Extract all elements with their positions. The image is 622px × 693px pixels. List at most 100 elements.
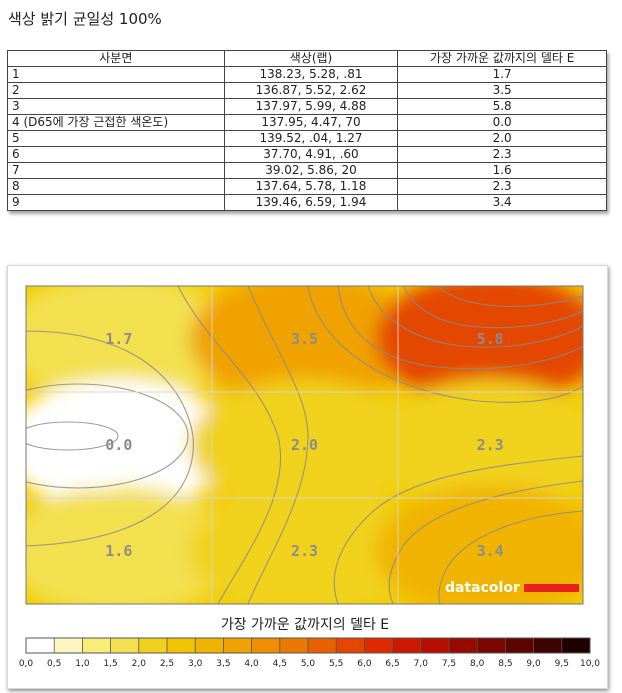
uniformity-figure: 1.7 3.5 5.8 0.0 2.0 2.3 1.6 2.3 3.4 datacolor 가장… (7, 265, 608, 689)
zone-cell: 5 (7, 130, 225, 147)
scale-tick-label: 3,5 (216, 659, 230, 669)
table-row: 2 136.87, 5.52, 2.62 3.5 (7, 82, 607, 99)
cell-value-label: 2.3 (477, 436, 504, 454)
table-row: 4 (D65에 가장 근접한 색온도) 137.95, 4.47, 70 0.0 (7, 114, 607, 131)
scale-tick-label: 2,0 (132, 659, 147, 669)
heatmap-cell (26, 286, 234, 405)
lab-cell: 138.23, 5.28, .81 (223, 66, 399, 83)
cell-value-label: 2.3 (291, 542, 318, 560)
table-row: 9 139.46, 6.59, 1.94 3.4 (7, 194, 607, 211)
scale-tick-label: 0,5 (47, 659, 61, 669)
scale-tick-label: 5,5 (329, 659, 343, 669)
lab-cell: 136.87, 5.52, 2.62 (223, 82, 399, 99)
page-title: 색상 밝기 균일성 100% (8, 10, 162, 28)
heatmap-cell (375, 485, 583, 604)
cell-value-label: 0.0 (105, 436, 132, 454)
cell-value-label: 3.5 (291, 330, 318, 348)
lab-cell: 139.52, .04, 1.27 (223, 130, 399, 147)
cell-value-label: 5.8 (477, 330, 504, 348)
table-row: 7 39.02, 5.86, 20 1.6 (7, 162, 607, 179)
delta-e-cell: 1.6 (397, 162, 607, 179)
heatmap-cell (26, 485, 234, 604)
scale-swatch (251, 638, 281, 653)
scale-swatch (449, 638, 478, 653)
scale-tick-label: 7,5 (442, 659, 456, 669)
scale-swatch (364, 638, 394, 653)
zone-cell: 4 (D65에 가장 근접한 색온도) (7, 114, 225, 131)
scale-tick-label: 1,0 (75, 659, 90, 669)
heatmap-cell (189, 379, 420, 511)
scale-swatch (420, 638, 450, 653)
scale-tick-label: 4,0 (244, 659, 259, 669)
heatmap-plot: 1.7 3.5 5.8 0.0 2.0 2.3 1.6 2.3 3.4 (26, 286, 583, 604)
heatmap-min-highlight (26, 400, 169, 490)
zone-cell: 9 (7, 194, 225, 211)
scale-swatch (533, 638, 563, 653)
scale-tick-label: 3,0 (188, 659, 203, 669)
heatmap-cell (375, 379, 583, 511)
scale-swatch (54, 638, 83, 653)
scale-swatch (223, 638, 253, 653)
scale-swatch (336, 638, 365, 653)
column-header-delta-e: 가장 가까운 값까지의 델타 E (397, 50, 607, 67)
zone-cell: 8 (7, 178, 225, 195)
cell-value-label: 3.4 (477, 542, 504, 560)
delta-e-cell: 5.8 (397, 98, 607, 115)
delta-e-cell: 2.3 (397, 146, 607, 163)
lab-cell: 139.46, 6.59, 1.94 (223, 194, 399, 211)
scale-tick-label: 6,5 (385, 659, 399, 669)
cell-labels: 1.7 3.5 5.8 0.0 2.0 2.3 1.6 2.3 3.4 (105, 330, 503, 560)
cell-value-label: 1.6 (105, 542, 132, 560)
scale-swatch (561, 638, 591, 653)
scale-tick-label: 9,5 (555, 659, 569, 669)
scale-tick-label: 8,5 (498, 659, 512, 669)
table-row: 3 137.97, 5.99, 4.88 5.8 (7, 98, 607, 115)
cell-value-label: 2.0 (291, 436, 318, 454)
table-header-row: 사분면 색상(랩) 가장 가까운 값까지의 델타 E (7, 50, 607, 67)
scale-swatch (138, 638, 168, 653)
column-header-zone: 사분면 (7, 50, 225, 67)
table-row: 1 138.23, 5.28, .81 1.7 (7, 66, 607, 83)
delta-e-cell: 3.5 (397, 82, 607, 99)
heatmap-cell (375, 286, 583, 405)
scale-swatch (82, 638, 112, 653)
scale-swatch (505, 638, 535, 653)
delta-e-cell: 0.0 (397, 114, 607, 131)
grid-lines (26, 286, 583, 604)
scale-tick-label: 9,0 (526, 659, 541, 669)
scale-swatch (279, 638, 309, 653)
delta-e-cell: 2.3 (397, 178, 607, 195)
heatmap-chart: 1.7 3.5 5.8 0.0 2.0 2.3 1.6 2.3 3.4 datacolor 가장… (19, 285, 600, 669)
scale-swatch (167, 638, 196, 653)
zone-cell: 2 (7, 82, 225, 99)
chart-title: 가장 가까운 값까지의 델타 E (221, 617, 389, 633)
zone-cell: 3 (7, 98, 225, 115)
column-header-lab: 색상(랩) (223, 50, 399, 67)
lab-cell: 137.95, 4.47, 70 (223, 114, 399, 131)
scale-tick-label: 2,5 (160, 659, 174, 669)
lab-cell: 137.97, 5.99, 4.88 (223, 98, 399, 115)
lab-cell: 37.70, 4.91, .60 (223, 146, 399, 163)
table-row: 8 137.64, 5.78, 1.18 2.3 (7, 178, 607, 195)
contour-lines (26, 286, 583, 604)
scale-tick-label: 1,5 (103, 659, 117, 669)
plot-border (25, 285, 584, 605)
scale-swatch (308, 638, 337, 653)
logo-bar (524, 584, 579, 592)
delta-e-cell: 2.0 (397, 130, 607, 147)
scale-tick-label: 4,5 (273, 659, 287, 669)
zone-cell: 7 (7, 162, 225, 179)
delta-e-cell: 1.7 (397, 66, 607, 83)
datacolor-logo: datacolor (445, 580, 579, 596)
heatmap-cell (189, 485, 420, 604)
scale-tick-label: 0,0 (19, 659, 34, 669)
uniformity-table: 사분면 색상(랩) 가장 가까운 값까지의 델타 E 1 138.23, 5.28… (7, 50, 607, 211)
scale-tick-label: 8,0 (470, 659, 485, 669)
color-scale-legend: 0,0 0,5 1,0 1,5 2,0 2,5 3,0 3,5 4,0 4,5 5,0 5,5 6,0 6… (19, 637, 600, 669)
scale-swatch (110, 638, 140, 653)
table-row: 6 37.70, 4.91, .60 2.3 (7, 146, 607, 163)
scale-tick-label: 6,0 (357, 659, 372, 669)
heatmap-cell (189, 286, 420, 405)
table-row: 5 139.52, .04, 1.27 2.0 (7, 130, 607, 147)
scale-swatch (392, 638, 422, 653)
